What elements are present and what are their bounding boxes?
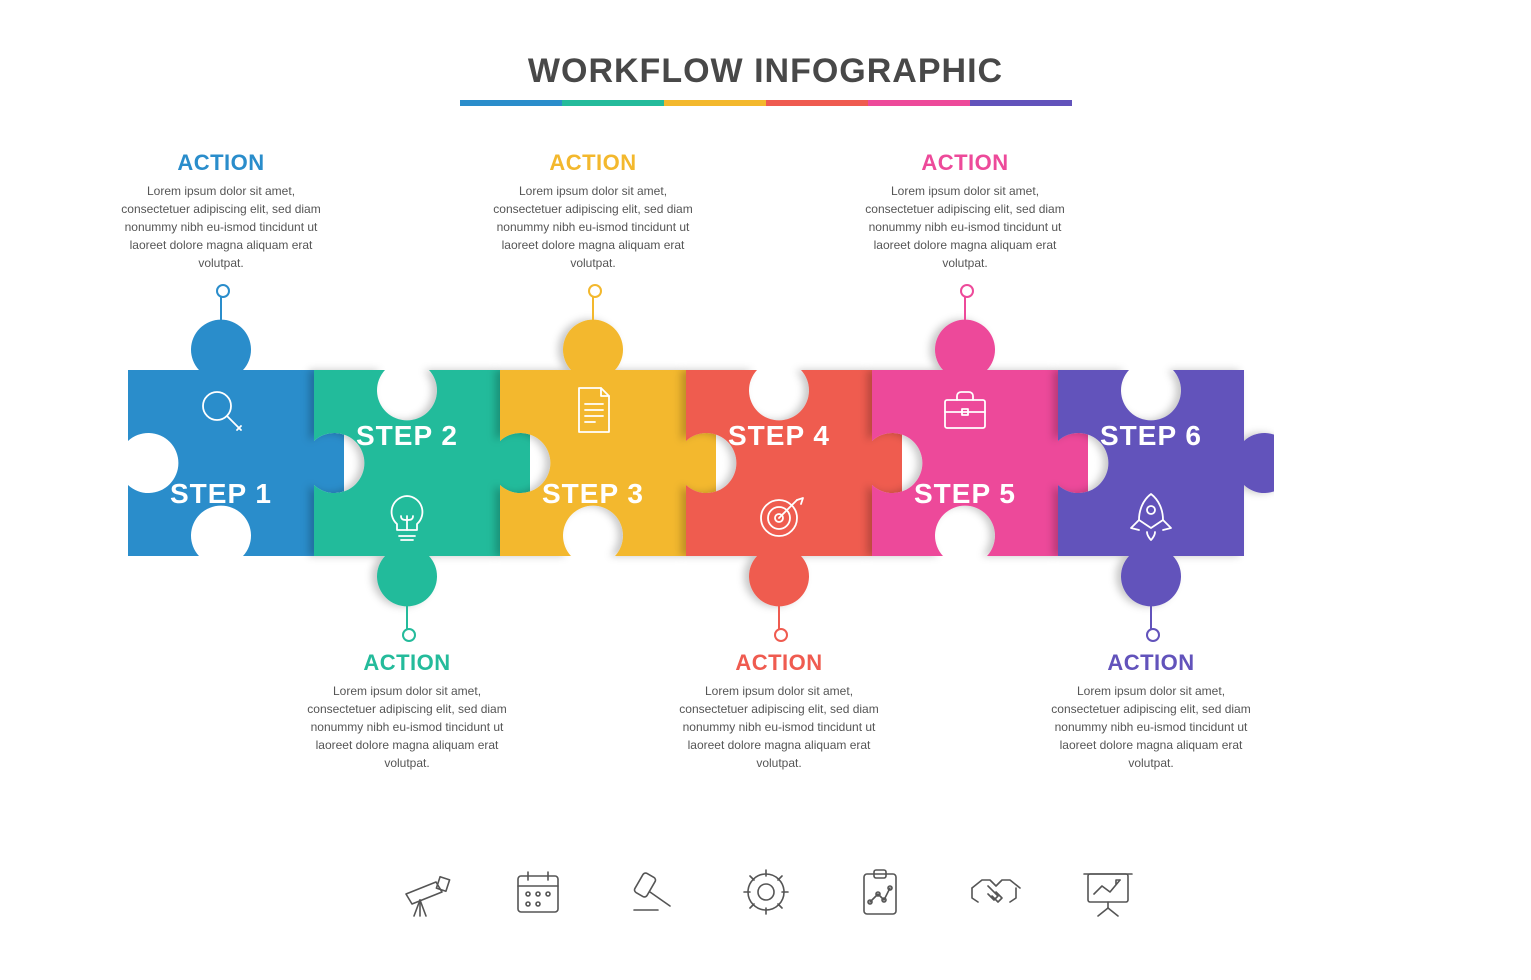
icon-row [0, 864, 1531, 920]
callout-step-2: ACTION Lorem ipsum dolor sit amet, consec… [297, 650, 517, 772]
action-body: Lorem ipsum dolor sit amet, consectetuer… [483, 182, 703, 272]
action-body: Lorem ipsum dolor sit amet, consectetuer… [111, 182, 331, 272]
action-body: Lorem ipsum dolor sit amet, consectetuer… [855, 182, 1075, 272]
action-heading: ACTION [1041, 650, 1261, 676]
clipboard-chart-icon [852, 864, 908, 920]
action-body: Lorem ipsum dolor sit amet, consectetuer… [1041, 682, 1261, 772]
action-heading: ACTION [297, 650, 517, 676]
connector-line [964, 290, 966, 320]
gavel-icon [624, 864, 680, 920]
calendar-icon [510, 864, 566, 920]
presentation-chart-icon [1080, 864, 1136, 920]
puzzle-piece-step-6: STEP 6 [1058, 370, 1244, 556]
handshake-icon [966, 864, 1022, 920]
title-text: WORKFLOW INFOGRAPHIC [528, 52, 1003, 90]
action-body: Lorem ipsum dolor sit amet, consectetuer… [669, 682, 889, 772]
connector-line [220, 290, 222, 320]
connector-line [592, 290, 594, 320]
connector-line [406, 606, 408, 636]
rocket-icon [1058, 488, 1244, 549]
callout-step-4: ACTION Lorem ipsum dolor sit amet, consec… [669, 650, 889, 772]
action-heading: ACTION [111, 150, 331, 176]
connector-line [1150, 606, 1152, 636]
step-label: STEP 6 [1058, 420, 1244, 452]
gear-icon [738, 864, 794, 920]
callout-step-3: ACTION Lorem ipsum dolor sit amet, consec… [483, 150, 703, 272]
title-underline [460, 100, 1072, 106]
callout-step-6: ACTION Lorem ipsum dolor sit amet, consec… [1041, 650, 1261, 772]
infographic-canvas: WORKFLOW INFOGRAPHIC STEP 1ACTIONLorem i… [0, 0, 1531, 980]
action-heading: ACTION [855, 150, 1075, 176]
action-heading: ACTION [483, 150, 703, 176]
callout-step-1: ACTION Lorem ipsum dolor sit amet, consec… [111, 150, 331, 272]
action-heading: ACTION [669, 650, 889, 676]
page-title: WORKFLOW INFOGRAPHIC [0, 52, 1531, 91]
action-body: Lorem ipsum dolor sit amet, consectetuer… [297, 682, 517, 772]
callout-step-5: ACTION Lorem ipsum dolor sit amet, consec… [855, 150, 1075, 272]
connector-line [778, 606, 780, 636]
telescope-icon [396, 864, 452, 920]
